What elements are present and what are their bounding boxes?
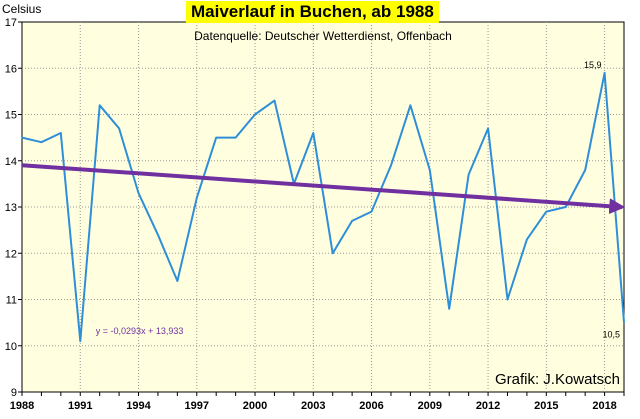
- x-tick-label: 2003: [301, 400, 325, 412]
- x-tick-label: 1991: [68, 400, 92, 412]
- y-tick-label: 13: [5, 202, 17, 214]
- data-point: [215, 136, 217, 139]
- data-point: [584, 169, 586, 171]
- y-tick-label: 12: [5, 248, 17, 260]
- data-point: [429, 169, 431, 171]
- data-point: [40, 141, 43, 144]
- data-point: [273, 99, 276, 102]
- y-axis-label: Celsius: [2, 2, 41, 16]
- y-tick-label: 11: [6, 295, 17, 307]
- trendline-equation: y = -0,0293x + 13,933: [96, 326, 184, 336]
- data-point: [623, 321, 625, 324]
- data-label: 10,5: [602, 330, 620, 340]
- data-point: [157, 233, 159, 236]
- x-tick-label: 2009: [418, 400, 442, 412]
- y-tick-label: 10: [5, 341, 17, 353]
- x-tick-label: 2006: [359, 400, 383, 412]
- data-point: [564, 206, 567, 208]
- data-point: [390, 164, 392, 167]
- chart-title: Maiverlauf in Buchen, ab 1988: [186, 1, 439, 23]
- x-tick-label: 2000: [243, 400, 267, 412]
- data-point: [467, 173, 470, 176]
- series-line: [21, 71, 625, 343]
- x-tick-label: 1988: [10, 400, 34, 412]
- data-point: [137, 192, 140, 194]
- data-point: [195, 196, 198, 199]
- y-tick-label: 9: [11, 387, 17, 399]
- data-point: [331, 252, 334, 255]
- data-point: [312, 132, 315, 134]
- y-tick-label: 17: [5, 17, 17, 29]
- data-point: [603, 72, 606, 74]
- data-point: [351, 220, 353, 222]
- data-point: [98, 104, 101, 107]
- data-point: [60, 132, 62, 134]
- data-point: [409, 104, 412, 107]
- y-tick-label: 14: [5, 156, 17, 168]
- data-point: [506, 298, 509, 301]
- x-tick-label: 1997: [185, 400, 209, 412]
- chart-credit: Grafik: J.Kowatsch: [495, 371, 620, 388]
- data-point: [176, 280, 179, 282]
- data-point: [118, 127, 120, 130]
- data-point: [254, 113, 256, 116]
- y-tick-label: 15: [5, 110, 17, 122]
- data-point: [79, 340, 82, 342]
- x-tick-label: 2018: [592, 400, 616, 412]
- data-point: [487, 127, 489, 130]
- trendline: [21, 163, 626, 215]
- x-tick-label: 1994: [126, 400, 151, 412]
- y-tick-label: 16: [5, 63, 17, 75]
- data-point: [448, 307, 451, 310]
- data-point: [234, 136, 237, 139]
- x-tick-label: 2012: [476, 400, 500, 412]
- chart-subtitle: Datenquelle: Deutscher Wetterdienst, Off…: [194, 29, 452, 43]
- data-label: 15,9: [584, 60, 602, 70]
- data-point: [526, 238, 528, 241]
- x-tick-label: 2015: [534, 400, 558, 412]
- data-point: [370, 210, 373, 213]
- data-point: [545, 210, 548, 213]
- data-point: [21, 136, 23, 139]
